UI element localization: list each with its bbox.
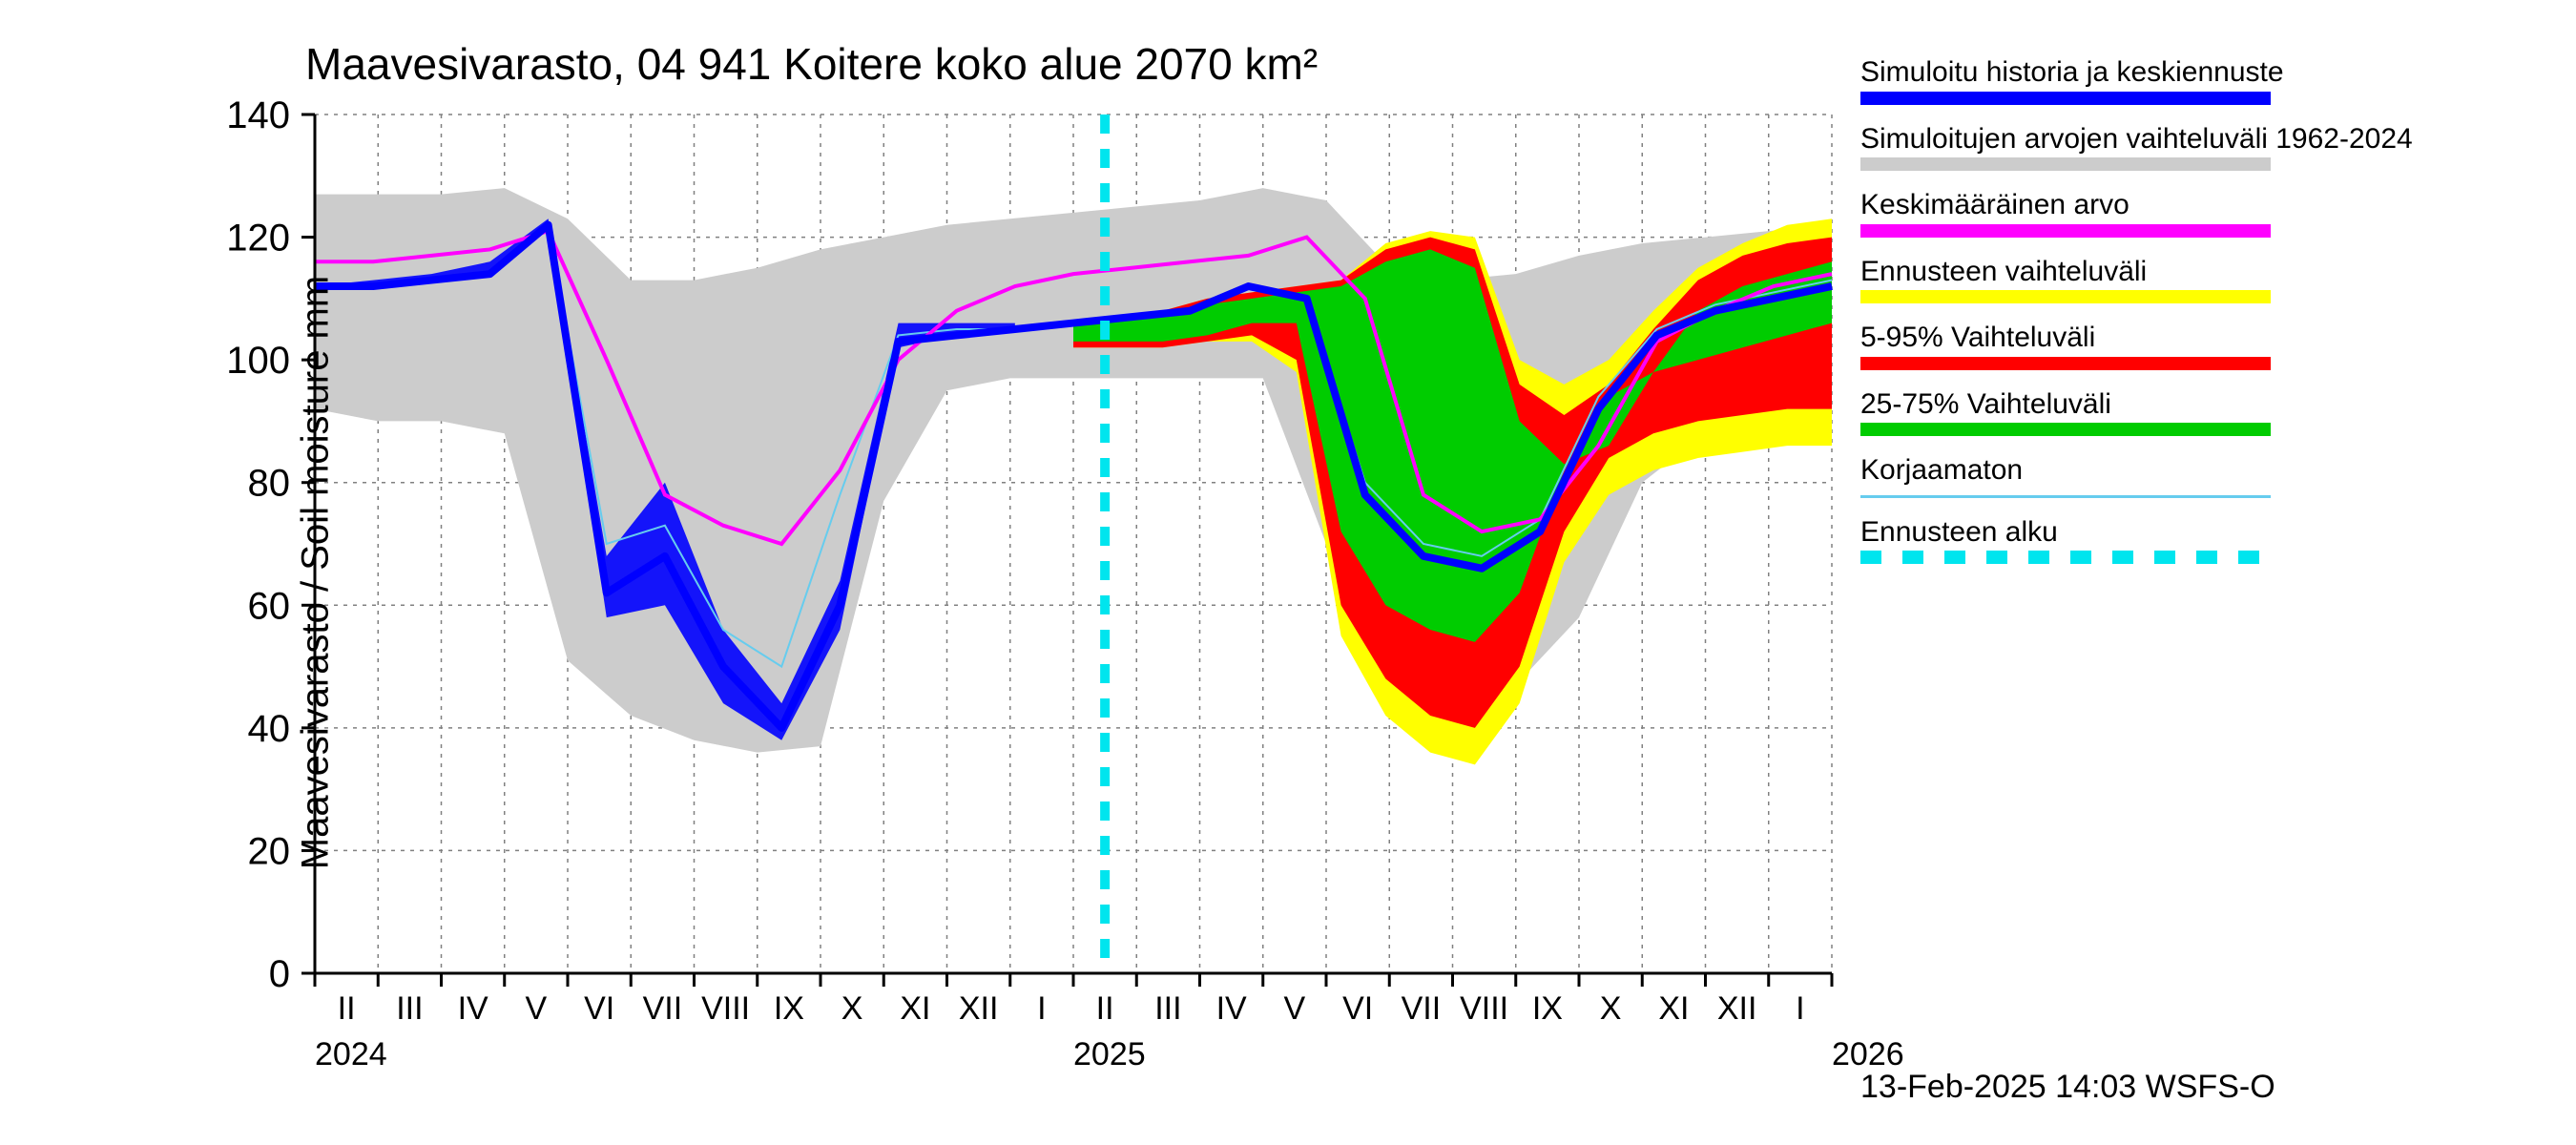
x-tick-label: I bbox=[1037, 990, 1046, 1027]
legend-item: Korjaamaton bbox=[1860, 455, 2413, 498]
y-tick-label: 20 bbox=[248, 830, 291, 872]
legend-swatch bbox=[1860, 423, 2271, 436]
legend-label: Korjaamaton bbox=[1860, 455, 2413, 486]
legend-item: Keskimääräinen arvo bbox=[1860, 190, 2413, 238]
legend-swatch bbox=[1860, 92, 2271, 105]
x-tick-label: XII bbox=[959, 990, 999, 1027]
legend-item: Ennusteen vaihteluväli bbox=[1860, 257, 2413, 304]
legend-label: Ennusteen alku bbox=[1860, 517, 2413, 548]
x-year-label: 2025 bbox=[1073, 1036, 1146, 1072]
x-tick-label: V bbox=[1284, 990, 1306, 1027]
x-tick-label: VI bbox=[1342, 990, 1373, 1027]
legend: Simuloitu historia ja keskiennuste Simulo… bbox=[1860, 57, 2413, 583]
x-tick-label: V bbox=[526, 990, 548, 1027]
x-tick-label: IV bbox=[458, 990, 488, 1027]
y-tick-label: 40 bbox=[248, 708, 291, 750]
x-tick-label: VI bbox=[584, 990, 614, 1027]
x-tick-label: XI bbox=[900, 990, 930, 1027]
legend-label: 5-95% Vaihteluväli bbox=[1860, 323, 2413, 353]
y-tick-label: 100 bbox=[226, 340, 290, 382]
timestamp: 13-Feb-2025 14:03 WSFS-O bbox=[1860, 1069, 2275, 1106]
y-axis-label: Maavesivarasto / Soil moisture mm bbox=[295, 276, 338, 869]
x-tick-label: I bbox=[1796, 990, 1804, 1027]
y-tick-label: 80 bbox=[248, 463, 291, 505]
y-tick-label: 0 bbox=[269, 953, 290, 995]
legend-item: 25-75% Vaihteluväli bbox=[1860, 389, 2413, 437]
legend-swatch bbox=[1860, 157, 2271, 171]
legend-swatch bbox=[1860, 290, 2271, 303]
legend-label: Keskimääräinen arvo bbox=[1860, 190, 2413, 220]
x-tick-label: X bbox=[1600, 990, 1622, 1027]
x-tick-label: IX bbox=[774, 990, 804, 1027]
legend-swatch bbox=[1860, 224, 2271, 238]
x-year-label: 2026 bbox=[1832, 1036, 1904, 1072]
x-year-label: 2024 bbox=[315, 1036, 387, 1072]
x-tick-label: III bbox=[1154, 990, 1181, 1027]
x-tick-label: X bbox=[841, 990, 863, 1027]
legend-item: 5-95% Vaihteluväli bbox=[1860, 323, 2413, 370]
y-tick-label: 60 bbox=[248, 585, 291, 627]
x-tick-label: II bbox=[1096, 990, 1114, 1027]
x-tick-label: VII bbox=[643, 990, 683, 1027]
legend-swatch bbox=[1860, 551, 2271, 564]
legend-label: Simuloitujen arvojen vaihteluväli 1962-2… bbox=[1860, 124, 2413, 155]
legend-label: Ennusteen vaihteluväli bbox=[1860, 257, 2413, 287]
x-tick-label: VIII bbox=[701, 990, 750, 1027]
y-tick-label: 120 bbox=[226, 218, 290, 260]
x-tick-label: II bbox=[338, 990, 356, 1027]
x-tick-label: VII bbox=[1402, 990, 1442, 1027]
legend-item: Simuloitu historia ja keskiennuste bbox=[1860, 57, 2413, 105]
legend-swatch bbox=[1860, 357, 2271, 370]
x-tick-label: IV bbox=[1216, 990, 1247, 1027]
y-tick-label: 140 bbox=[226, 94, 290, 136]
legend-item: Ennusteen alku bbox=[1860, 517, 2413, 565]
x-tick-label: III bbox=[396, 990, 423, 1027]
legend-item: Simuloitujen arvojen vaihteluväli 1962-2… bbox=[1860, 124, 2413, 172]
chart-container: Maavesivarasto, 04 941 Koitere koko alue… bbox=[0, 0, 2576, 1145]
legend-swatch bbox=[1860, 495, 2271, 498]
x-tick-label: VIII bbox=[1460, 990, 1508, 1027]
legend-label: Simuloitu historia ja keskiennuste bbox=[1860, 57, 2413, 88]
x-tick-label: IX bbox=[1532, 990, 1563, 1027]
x-tick-label: XII bbox=[1717, 990, 1757, 1027]
legend-label: 25-75% Vaihteluväli bbox=[1860, 389, 2413, 420]
chart-title: Maavesivarasto, 04 941 Koitere koko alue… bbox=[305, 38, 1318, 90]
x-tick-label: XI bbox=[1658, 990, 1689, 1027]
